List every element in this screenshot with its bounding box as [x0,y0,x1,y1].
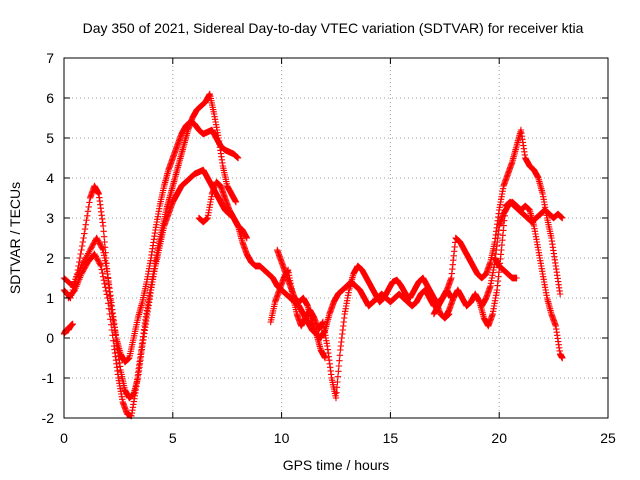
x-tick-label: 15 [383,430,399,446]
data-point [99,273,107,280]
data-point [99,245,106,252]
data-point [234,154,242,162]
y-axis-title: SDTVAR / TECUs [7,182,23,294]
data-point [69,320,76,328]
data-point [81,230,88,237]
data-point [559,214,566,222]
x-axis-title: GPS time / hours [283,457,390,473]
data-point [336,357,343,364]
data-point [79,238,87,246]
series-track-11 [60,320,76,338]
series-track-10 [491,254,520,282]
y-tick-label: 1 [46,290,54,306]
data-point [101,280,108,287]
x-tick-label: 25 [600,430,616,446]
data-point [559,354,566,362]
data-point [102,287,110,295]
data-point [86,199,93,206]
y-tick-label: -1 [42,370,55,386]
data-point [102,284,109,291]
series-track-1 [60,118,242,366]
data-point [513,274,520,282]
data-point [76,254,84,262]
data-point [334,373,342,380]
axis-ticks: 0 5 10 15 20 25 -2 -1 0 1 2 3 4 5 6 7 [42,50,616,446]
data-point [85,203,92,211]
y-tick-label: 7 [46,50,54,66]
data-point [321,354,329,362]
data-point [107,321,115,328]
y-axis-title-group: SDTVAR / TECUs [7,182,23,294]
data-point [82,221,89,228]
data-point [110,337,117,344]
data-point [84,208,92,215]
x-tick-label: 5 [169,430,177,446]
data-point [78,246,85,254]
data-point [77,250,84,258]
data-point [232,198,240,206]
data-point [97,262,105,270]
data-point [105,300,112,307]
chart-title: Day 350 of 2021, Sidereal Day-to-day VTE… [83,20,584,36]
y-tick-label: -2 [42,410,55,426]
y-tick-label: 4 [46,170,54,186]
data-point [103,291,110,298]
x-tick-label: 10 [274,430,290,446]
x-tick-label: 20 [491,430,507,446]
series-track-6 [274,246,455,342]
data-point [84,212,91,219]
data-point [98,266,105,273]
data-point [100,277,108,284]
series-track-5 [267,262,453,402]
data-point [81,225,89,233]
data-point [100,228,107,235]
y-tick-label: 3 [46,210,54,226]
series-track-9 [478,198,566,362]
series-track-4 [195,178,329,362]
data-point [80,234,87,242]
data-point [109,332,116,339]
y-tick-label: 2 [46,250,54,266]
data-point [333,389,340,396]
data-point [99,269,106,277]
data-point [83,217,90,224]
data-point [78,242,86,250]
grid [64,58,608,418]
data-point [97,261,104,268]
y-tick-label: 5 [46,130,54,146]
y-tick-label: 6 [46,90,54,106]
data-point [108,326,116,334]
data-point [105,305,113,312]
plot-frame [63,57,609,419]
data-points [60,90,566,420]
data-point [556,290,564,298]
series-track-8 [441,198,566,330]
data-point [106,310,113,318]
data-point [107,316,114,323]
x-tick-label: 0 [60,430,68,446]
y-tick-label: 0 [46,330,54,346]
data-point [104,294,111,302]
